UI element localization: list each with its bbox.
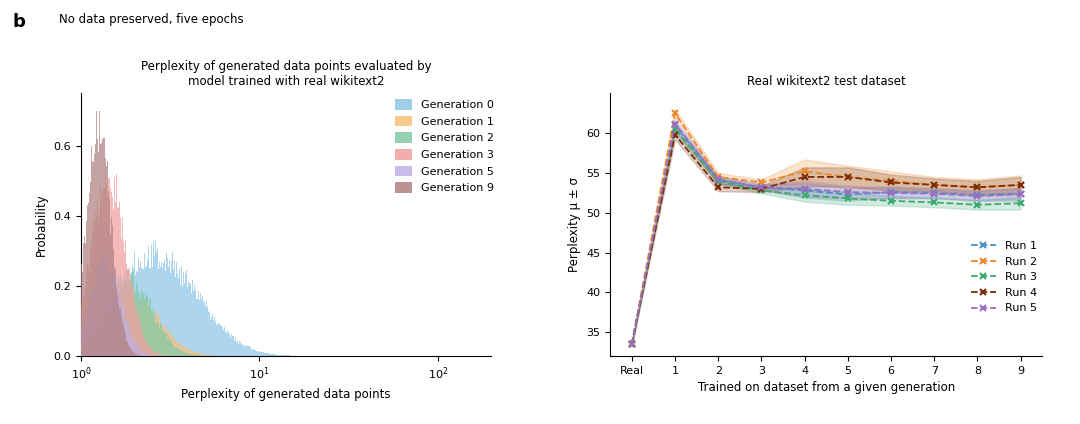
Run 4 [798,174,811,179]
Y-axis label: Perplexity μ ± σ: Perplexity μ ± σ [568,177,581,272]
Run 2 [841,174,854,179]
Run 1 [755,185,768,190]
Run 1 [798,188,811,193]
X-axis label: Trained on dataset from a given generation: Trained on dataset from a given generati… [698,382,955,394]
Text: b: b [13,13,26,31]
Run 5 [625,342,638,347]
Title: Perplexity of generated data points evaluated by
model trained with real wikitex: Perplexity of generated data points eval… [140,60,432,88]
Run 4 [669,132,681,137]
Run 3 [625,342,638,347]
Run 4 [755,186,768,191]
Run 5 [798,186,811,191]
Line: Run 5: Run 5 [629,120,1024,348]
Run 5 [1014,192,1027,197]
Run 5 [669,121,681,126]
Run 2 [971,185,984,190]
Run 1 [841,192,854,197]
Run 5 [712,177,725,182]
Run 2 [669,111,681,116]
Run 1 [885,190,897,195]
Run 4 [712,185,725,190]
Run 2 [712,174,725,179]
Run 1 [712,178,725,183]
Title: Real wikitext2 test dataset: Real wikitext2 test dataset [747,75,905,88]
Run 4 [625,342,638,347]
Run 1 [669,123,681,128]
Run 3 [841,196,854,201]
Run 3 [798,192,811,198]
Run 5 [841,190,854,195]
Run 5 [755,185,768,190]
Run 4 [971,185,984,190]
Run 2 [928,182,941,187]
Run 3 [928,200,941,205]
Run 2 [755,180,768,185]
Run 4 [841,174,854,179]
Run 2 [798,169,811,174]
Run 3 [1014,201,1027,206]
Line: Run 3: Run 3 [629,126,1024,348]
Legend: Run 1, Run 2, Run 3, Run 4, Run 5: Run 1, Run 2, Run 3, Run 4, Run 5 [971,241,1037,313]
Run 4 [885,180,897,185]
Y-axis label: Probability: Probability [35,193,48,256]
Run 2 [1014,182,1027,187]
Run 1 [971,192,984,198]
Run 1 [928,190,941,195]
X-axis label: Perplexity of generated data points: Perplexity of generated data points [181,388,391,401]
Run 5 [928,191,941,196]
Run 1 [1014,191,1027,196]
Run 3 [885,198,897,204]
Run 4 [1014,182,1027,187]
Run 5 [971,193,984,198]
Run 1 [625,342,638,347]
Line: Run 2: Run 2 [629,110,1024,348]
Line: Run 1: Run 1 [629,122,1024,348]
Run 2 [885,179,897,184]
Run 4 [928,182,941,187]
Run 3 [712,179,725,184]
Legend: Generation 0, Generation 1, Generation 2, Generation 3, Generation 5, Generation: Generation 0, Generation 1, Generation 2… [395,99,494,193]
Run 3 [669,127,681,132]
Run 3 [971,202,984,207]
Line: Run 4: Run 4 [629,131,1024,348]
Run 2 [625,342,638,347]
Text: No data preserved, five epochs: No data preserved, five epochs [59,13,244,26]
Run 3 [755,188,768,193]
Run 5 [885,190,897,195]
